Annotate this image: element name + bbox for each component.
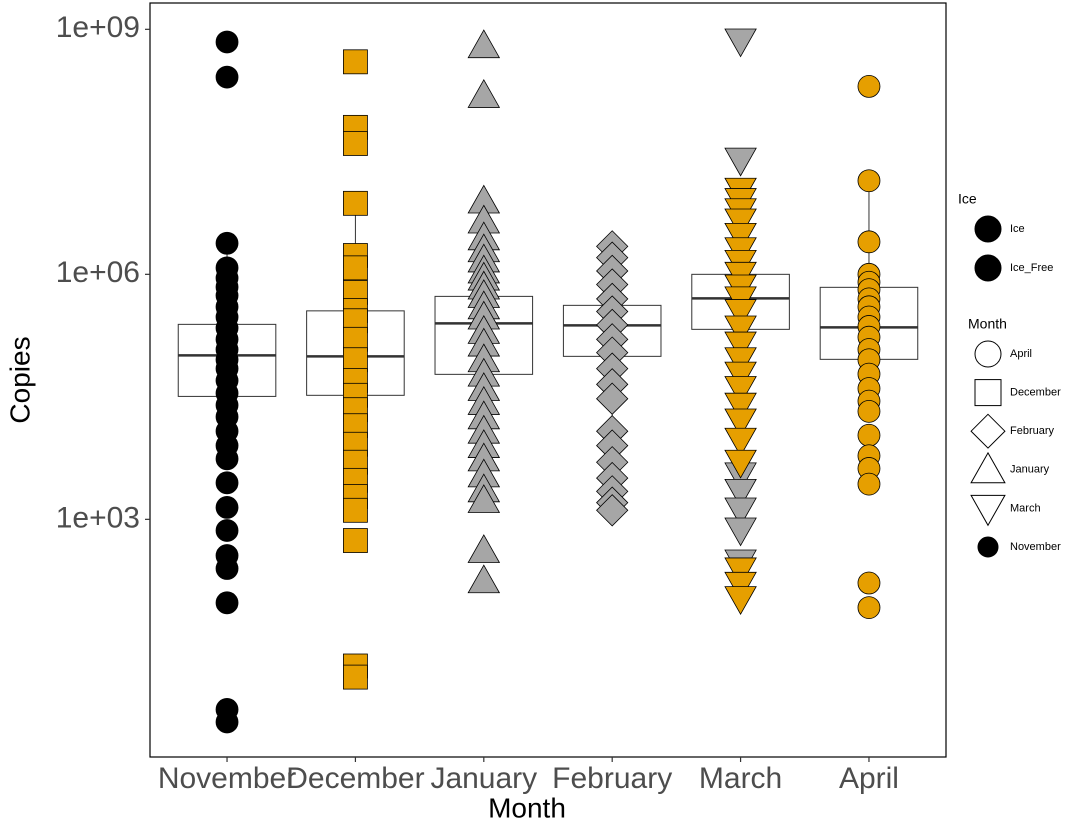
point [343,255,368,281]
point [857,75,881,98]
point [724,28,757,58]
legend-label: Ice [1010,223,1025,235]
x-axis-title: Month [488,792,566,823]
legend-key [970,451,1006,484]
legend-key [970,413,1006,449]
point [724,208,757,238]
point [857,169,881,193]
panel [149,2,947,758]
legend-label: January [1010,464,1050,476]
y-tick-label: 1e+06 [56,256,140,289]
point [467,79,501,108]
point [215,495,239,519]
point [724,517,757,547]
point [724,299,757,328]
point [343,497,368,523]
point [343,131,368,156]
point [857,230,881,254]
x-tick-label: November [158,762,296,795]
legend-key [974,254,1002,282]
legend-label: December [1010,387,1061,399]
point [215,557,239,580]
point [343,347,368,373]
point [857,472,881,496]
point [724,571,757,601]
point [724,586,757,616]
point [215,519,239,542]
point [724,361,757,391]
legend-label: November [1010,541,1061,553]
point [724,392,757,422]
point [857,596,881,620]
point [724,315,757,345]
legend-key [977,536,999,558]
point [215,591,239,615]
point [215,231,239,255]
legend-key [974,215,1002,243]
legend-key [974,379,1002,407]
point [343,664,368,690]
legend-label: April [1010,348,1032,360]
point [724,376,757,405]
point [596,494,629,527]
point [724,408,757,438]
point [724,222,757,252]
point [343,326,368,352]
point [724,331,757,361]
point [343,190,368,216]
point [215,65,239,89]
point [724,557,757,587]
legend-label: March [1010,502,1041,514]
point [343,49,368,75]
y-tick-label: 1e+03 [56,501,140,534]
y-tick-label: 1e+09 [56,11,140,44]
point [724,427,757,457]
legend-label: February [1010,425,1055,437]
point [215,30,239,54]
point [724,449,757,479]
legend-key [974,340,1002,368]
legend-title: Month [968,316,1007,332]
point [724,347,757,377]
legend-label: Ice_Free [1010,262,1053,274]
point [724,147,757,177]
point [215,471,239,495]
x-tick-label: April [839,762,899,795]
point [467,564,501,594]
point [467,534,501,563]
x-tick-label: February [552,762,672,795]
point [467,29,501,59]
point [857,423,881,447]
point [343,528,368,553]
x-tick-label: December [286,762,424,795]
legend-key [970,494,1006,527]
point [857,571,881,595]
point [724,478,757,508]
point [596,382,629,415]
y-axis-title: Copies [4,336,35,423]
legend-title: Ice [958,191,977,207]
point [215,447,239,471]
x-tick-label: January [430,762,537,795]
point [724,497,757,527]
point [467,484,501,513]
point [857,399,881,423]
point [215,710,239,734]
x-tick-label: March [699,762,782,795]
